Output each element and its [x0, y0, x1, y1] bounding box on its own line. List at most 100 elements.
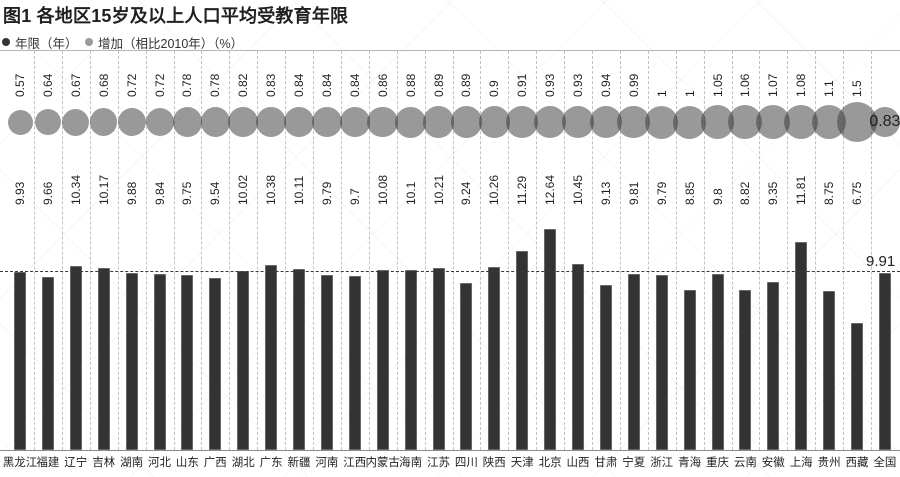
bar [153, 273, 166, 450]
bar [599, 285, 612, 450]
bar [41, 276, 54, 450]
bubble [7, 109, 33, 135]
column-separator [201, 51, 203, 450]
bubble [90, 108, 118, 136]
x-axis-label: 全国 [873, 457, 897, 469]
column-separator [508, 51, 510, 450]
top-divider [0, 50, 900, 51]
legend-item-increase: 增加（相比2010年）（%） [85, 34, 244, 51]
years-value-label: 10.21 [431, 174, 446, 205]
increase-value-label: 1 [654, 90, 669, 97]
years-value-label: 9.84 [152, 181, 167, 205]
years-value-label: 9.54 [208, 181, 223, 205]
years-value-label: 9.93 [13, 181, 27, 205]
increase-value-label: 0.72 [124, 73, 139, 97]
bar [767, 281, 780, 450]
column-separator [871, 51, 872, 450]
column-separator [173, 51, 175, 450]
bar [711, 274, 724, 450]
years-value-label: 10.17 [96, 174, 111, 205]
bubble [117, 108, 146, 137]
increase-value-label: 0.78 [180, 73, 195, 97]
increase-value-label: 0.82 [236, 73, 251, 97]
years-value-label: 11.81 [794, 175, 809, 205]
x-axis-label: 河南 [315, 457, 339, 469]
bar [69, 265, 82, 450]
bar [125, 273, 138, 450]
legend-gray-dot-icon [85, 38, 93, 46]
years-value-label: 8.82 [738, 181, 753, 205]
bar [655, 274, 668, 450]
increase-value-label: 0.83 [264, 73, 279, 97]
bubble [172, 107, 202, 137]
bubble [367, 106, 399, 138]
chart-title: 图1 各地区15岁及以上人口平均受教育年限 [3, 6, 349, 26]
x-axis-label: 辽宁 [64, 457, 88, 469]
increase-value-label: 0.67 [68, 73, 83, 97]
column-separator [313, 51, 314, 450]
x-axis-label: 四川 [454, 457, 478, 469]
bar [293, 269, 305, 450]
years-value-label: 9.75 [180, 181, 195, 205]
column-separator [815, 51, 817, 450]
bubble [617, 105, 651, 139]
bar [320, 274, 333, 450]
x-axis-label: 福建 [36, 457, 60, 469]
increase-value-label: 0.84 [292, 73, 306, 97]
x-axis-label: 贵州 [817, 457, 841, 469]
bar [181, 275, 194, 450]
years-value-label: 9.35 [766, 181, 781, 205]
years-value-label: 10.02 [236, 174, 251, 205]
x-axis-label: 河北 [148, 457, 171, 469]
column-separator [452, 51, 454, 450]
legend-dark-dot-icon [2, 38, 10, 46]
column-separator [368, 51, 370, 450]
x-axis-label: 广西 [203, 457, 227, 469]
column-separator [731, 51, 733, 450]
column-separator [480, 51, 482, 450]
years-value-label: 10.34 [68, 174, 83, 205]
legend-label-years: 年限（年） [15, 36, 78, 51]
years-value-label: 8.75 [822, 181, 837, 205]
column-separator [592, 51, 593, 450]
increase-value-label: 0.88 [403, 73, 418, 97]
bubble [145, 108, 174, 137]
bubble [395, 106, 427, 138]
x-axis-label: 云南 [733, 457, 757, 469]
column-separator [564, 51, 566, 450]
years-value-label: 10.26 [487, 174, 502, 205]
column-separator [787, 51, 789, 450]
years-value-label: 6.75 [850, 181, 864, 205]
legend-item-years: 年限（年） [2, 34, 78, 51]
increase-value-label: 0.94 [598, 73, 613, 97]
bubble [34, 108, 62, 136]
legend-label-increase: 增加（相比2010年）（%） [98, 36, 244, 51]
bar [823, 291, 836, 450]
years-value-label: 10.08 [375, 174, 390, 205]
increase-value-label: 0.9 [487, 80, 502, 97]
column-separator [61, 51, 63, 450]
bar [209, 278, 222, 450]
x-axis-label: 北京 [538, 457, 562, 469]
bar [683, 289, 696, 450]
bubble [311, 106, 342, 138]
bar-national [878, 272, 891, 450]
x-axis-label: 海南 [399, 457, 423, 469]
x-axis-label: 安徽 [761, 457, 785, 469]
column-separator [257, 51, 259, 450]
years-value-label: 9.79 [654, 181, 669, 205]
x-axis-label: 吉林 [92, 457, 116, 469]
bubble [256, 106, 287, 138]
years-value-label: 9.13 [598, 181, 613, 205]
increase-value-label: 1 [682, 90, 697, 97]
bar [516, 250, 529, 450]
x-axis-label: 甘肃 [594, 457, 618, 469]
increase-value-label: 1.06 [738, 73, 753, 97]
column-separator [424, 51, 426, 450]
bubble [422, 106, 455, 138]
x-axis-label: 湖南 [120, 457, 144, 469]
bar [488, 267, 501, 450]
x-axis-label: 重庆 [706, 457, 729, 469]
x-axis-label: 广东 [259, 457, 283, 469]
